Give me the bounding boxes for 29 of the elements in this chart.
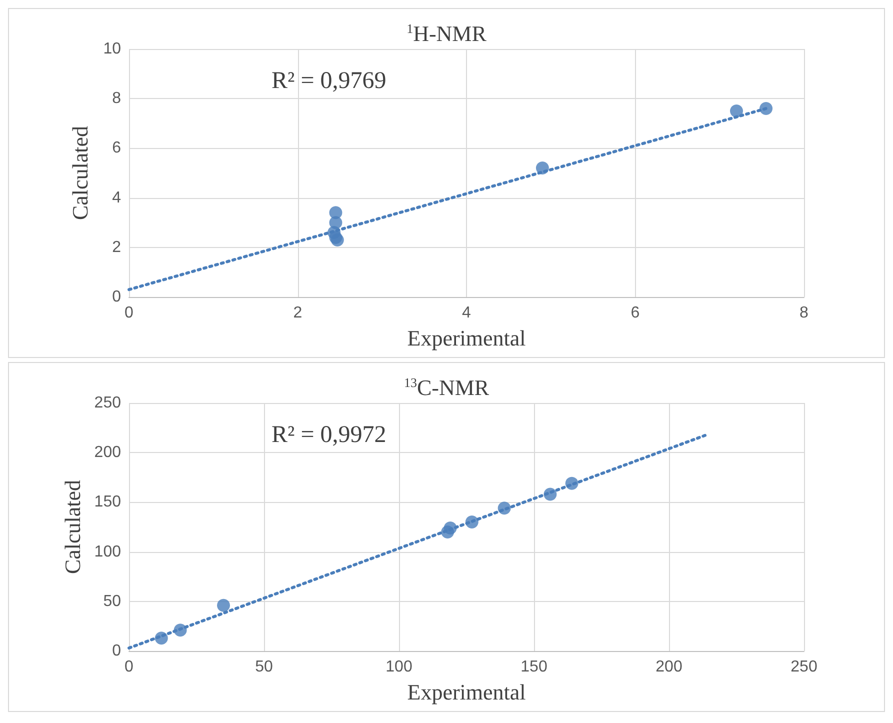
y-tick-label: 8 <box>112 90 122 108</box>
x-tick-label: 50 <box>255 658 273 676</box>
annotation: R² = 0,9972 <box>272 422 386 448</box>
y-axis-title: Calculated <box>60 480 85 574</box>
y-tick-label: 100 <box>94 543 122 560</box>
x-tick-label: 250 <box>790 658 818 676</box>
x-tick-label: 8 <box>800 304 809 322</box>
x-tick-label: 0 <box>124 304 134 322</box>
x-axis-title: Experimental <box>407 326 526 350</box>
y-tick-label: 4 <box>112 189 122 206</box>
x-axis-title: Experimental <box>407 680 526 704</box>
x-tick-label: 150 <box>520 658 548 676</box>
x-tick-label: 4 <box>462 304 472 322</box>
y-tick-label: 0 <box>112 642 122 660</box>
x-tick-label: 100 <box>386 658 412 676</box>
x-tick-label: 200 <box>656 658 682 676</box>
y-tick-label: 150 <box>94 494 122 511</box>
y-tick-label: 200 <box>94 444 122 462</box>
x-tick-label: 0 <box>124 658 134 676</box>
y-axis-title: Calculated <box>68 126 92 220</box>
y-tick-label: 0 <box>112 288 122 306</box>
x-tick-label: 2 <box>293 304 302 322</box>
y-tick-label: 50 <box>103 592 122 610</box>
y-tick-label: 10 <box>103 40 122 58</box>
y-tick-label: 2 <box>112 238 122 256</box>
y-tick-label: 6 <box>112 140 122 157</box>
x-tick-label: 6 <box>630 304 640 322</box>
y-tick-label: 250 <box>94 394 122 412</box>
annotation: R² = 0,9769 <box>272 68 386 94</box>
